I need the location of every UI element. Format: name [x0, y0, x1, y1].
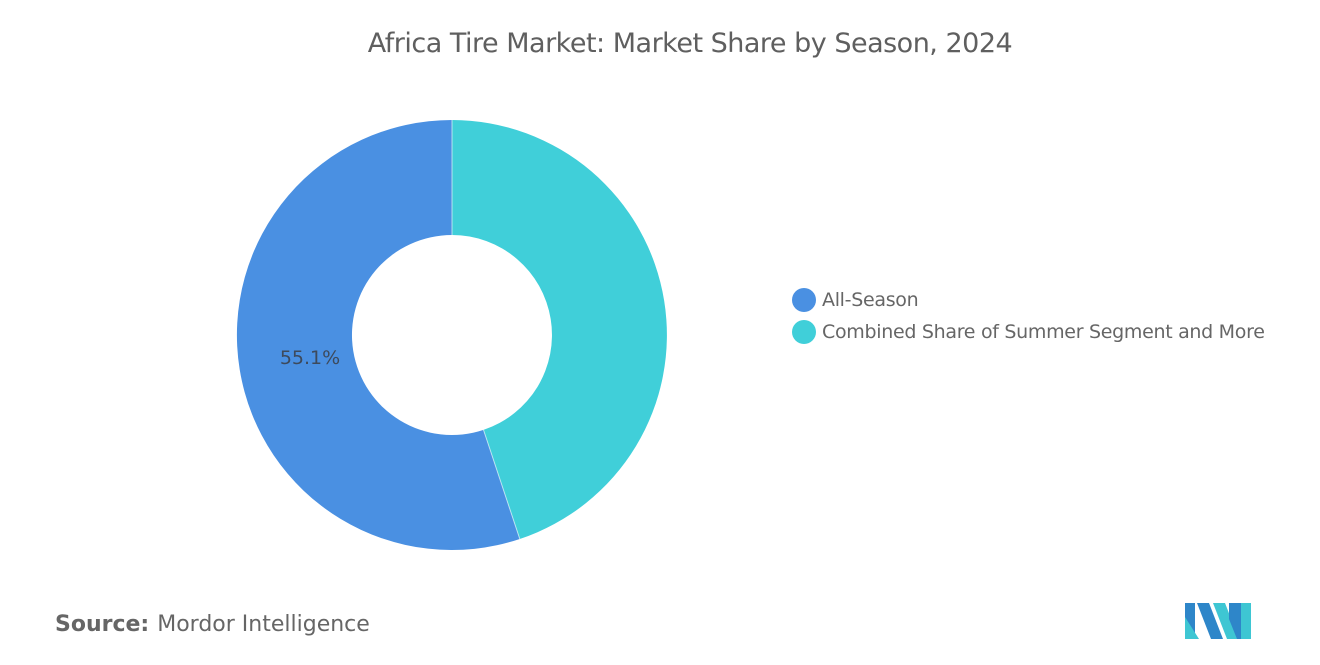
legend-label: All-Season: [822, 289, 919, 311]
legend-item-all-season[interactable]: All-Season: [792, 284, 1265, 316]
legend-dot-icon: [792, 320, 816, 344]
legend-item-summer-and-more[interactable]: Combined Share of Summer Segment and Mor…: [792, 316, 1265, 348]
legend-label: Combined Share of Summer Segment and Mor…: [822, 321, 1265, 343]
legend: All-Season Combined Share of Summer Segm…: [792, 284, 1265, 348]
source-key: Source:: [55, 612, 150, 637]
legend-dot-icon: [792, 288, 816, 312]
mordor-intelligence-logo-icon: [1185, 603, 1251, 639]
source-value: Mordor Intelligence: [157, 612, 370, 637]
data-label-all-season: 55.1%: [280, 347, 340, 369]
slice-summer-and-more[interactable]: [452, 120, 667, 539]
chart-title: Africa Tire Market: Market Share by Seas…: [367, 28, 1013, 59]
source-attribution: Source: Mordor Intelligence: [55, 612, 370, 637]
slice-all-season[interactable]: [236, 119, 520, 550]
